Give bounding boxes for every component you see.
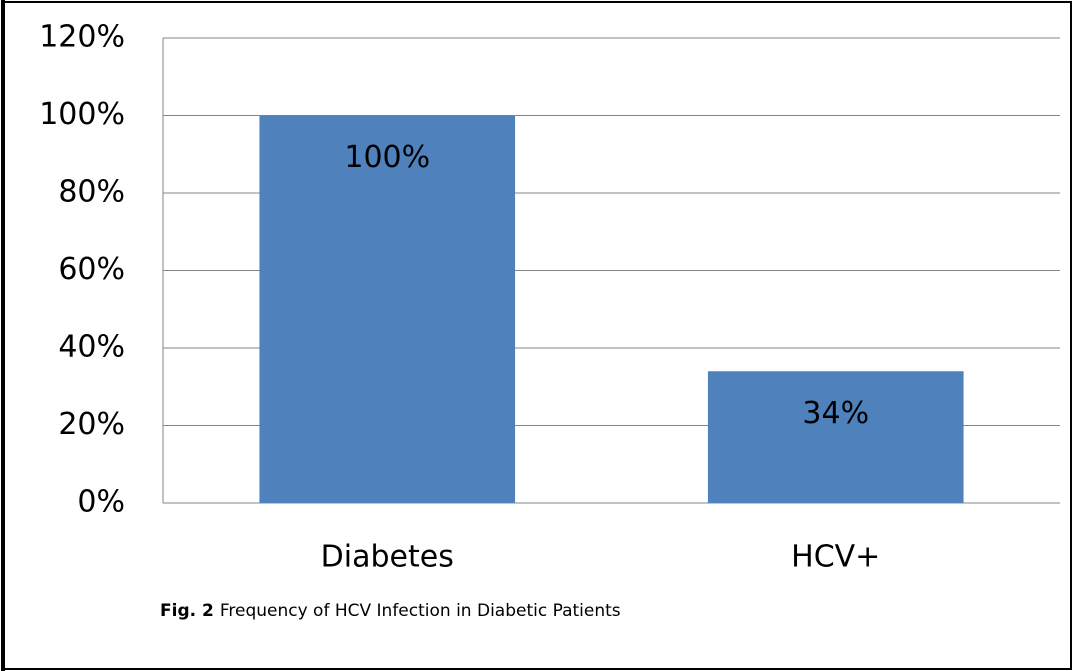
y-tick-label: 60% [58,252,125,287]
y-tick-label: 20% [58,407,125,442]
x-tick-label: HCV+ [791,540,880,575]
x-tick-label: Diabetes [321,540,454,575]
y-tick-label: 40% [58,330,125,365]
data-label: 100% [344,140,430,175]
bar [259,115,516,503]
y-tick-label: 120% [39,20,125,55]
data-label: 34% [802,396,869,431]
caption-label: Fig. 2 [160,601,214,621]
y-tick-label: 0% [77,485,125,520]
caption: Fig. 2 Frequency of HCV Infection in Diab… [160,601,621,621]
y-tick-label: 80% [58,175,125,210]
caption-text: Frequency of HCV Infection in Diabetic P… [220,601,621,621]
y-tick-label: 100% [39,97,125,132]
bar [707,371,964,503]
